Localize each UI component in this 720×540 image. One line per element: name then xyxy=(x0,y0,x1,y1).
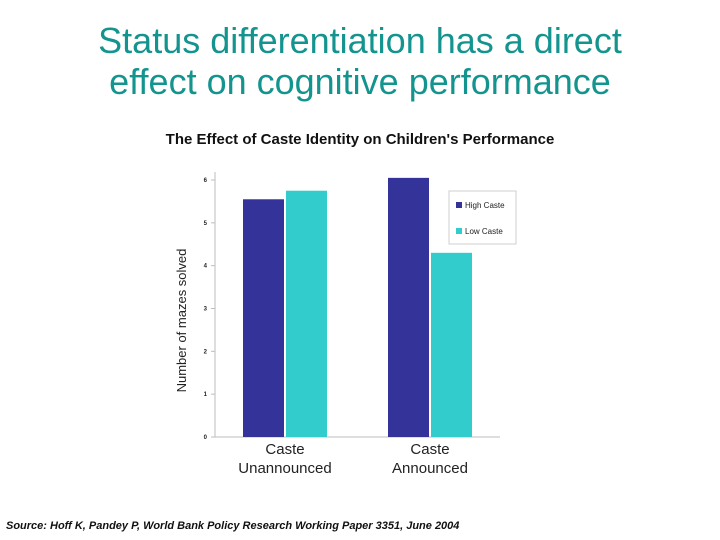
y-axis-title: Number of mazes solved xyxy=(174,249,189,393)
y-tick-label-2: 2 xyxy=(204,349,208,355)
y-tick-label-6: 6 xyxy=(204,178,208,184)
y-tick-label-3: 3 xyxy=(204,307,208,313)
x-category-label-1-line-1: Announced xyxy=(392,460,468,477)
y-tick-label-4: 4 xyxy=(204,264,208,270)
slide-title-line-1: Status differentiation has a direct xyxy=(98,20,622,61)
bar-high-caste-1 xyxy=(388,177,429,437)
legend-label-low-caste: Low Caste xyxy=(465,227,503,236)
legend-box xyxy=(448,190,517,245)
x-category-label-1-line-0: Caste xyxy=(410,441,449,458)
legend-label-high-caste: High Caste xyxy=(465,201,505,210)
y-tick-label-0: 0 xyxy=(204,435,208,441)
bar-low-caste-1 xyxy=(431,252,472,437)
legend-swatch-low-caste xyxy=(456,228,462,234)
legend-swatch-high-caste xyxy=(456,202,462,208)
source-citation: Source: Hoff K, Pandey P, World Bank Pol… xyxy=(6,520,460,532)
y-tick-label-5: 5 xyxy=(204,221,208,227)
x-category-label-0-line-0: Caste xyxy=(265,441,304,458)
slide-title-line-2: effect on cognitive performance xyxy=(109,61,611,102)
chart-title: The Effect of Caste Identity on Children… xyxy=(165,131,555,148)
bar-low-caste-0 xyxy=(286,190,327,437)
y-tick-label-1: 1 xyxy=(204,392,208,398)
slide-title: Status differentiation has a direct effe… xyxy=(0,20,720,102)
x-category-label-0-line-1: Unannounced xyxy=(238,460,331,477)
bar-high-caste-0 xyxy=(243,199,284,437)
